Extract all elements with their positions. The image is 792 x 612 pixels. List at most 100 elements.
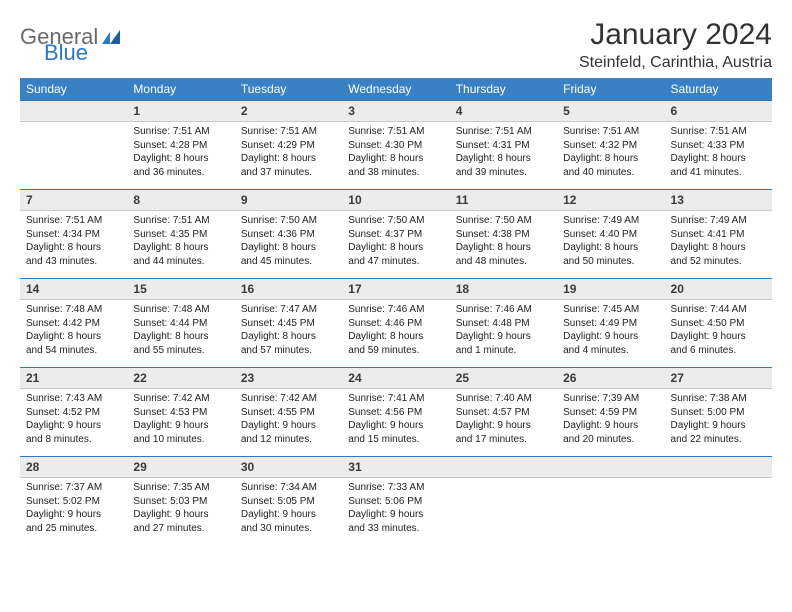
day-content-cell: Sunrise: 7:51 AM Sunset: 4:30 PM Dayligh…: [342, 122, 449, 190]
day-number-cell: 7: [20, 190, 127, 211]
day-number-cell: 24: [342, 368, 449, 389]
day-number: 3: [342, 101, 449, 121]
day-number-cell: 23: [235, 368, 342, 389]
day-content-row: Sunrise: 7:37 AM Sunset: 5:02 PM Dayligh…: [20, 478, 772, 546]
day-number-cell: 25: [450, 368, 557, 389]
day-number-cell: 28: [20, 457, 127, 478]
day-content-cell: Sunrise: 7:37 AM Sunset: 5:02 PM Dayligh…: [20, 478, 127, 546]
day-content-cell: Sunrise: 7:42 AM Sunset: 4:55 PM Dayligh…: [235, 389, 342, 457]
weekday-header: Tuesday: [235, 78, 342, 101]
day-number: 11: [450, 190, 557, 210]
day-content-cell: Sunrise: 7:51 AM Sunset: 4:34 PM Dayligh…: [20, 211, 127, 279]
day-content-cell: Sunrise: 7:51 AM Sunset: 4:32 PM Dayligh…: [557, 122, 664, 190]
day-content-row: Sunrise: 7:51 AM Sunset: 4:34 PM Dayligh…: [20, 211, 772, 279]
day-number-cell: 3: [342, 101, 449, 122]
calendar-table: Sunday Monday Tuesday Wednesday Thursday…: [20, 78, 772, 545]
location-subtitle: Steinfeld, Carinthia, Austria: [579, 54, 772, 72]
day-content-cell: Sunrise: 7:40 AM Sunset: 4:57 PM Dayligh…: [450, 389, 557, 457]
title-block: January 2024 Steinfeld, Carinthia, Austr…: [579, 18, 772, 72]
day-number: 5: [557, 101, 664, 121]
day-content-cell: Sunrise: 7:44 AM Sunset: 4:50 PM Dayligh…: [665, 300, 772, 368]
day-number-cell: 14: [20, 279, 127, 300]
day-number: 28: [20, 457, 127, 477]
day-number: 23: [235, 368, 342, 388]
day-number: 27: [665, 368, 772, 388]
day-number: 12: [557, 190, 664, 210]
day-number: 24: [342, 368, 449, 388]
day-content-cell: Sunrise: 7:50 AM Sunset: 4:38 PM Dayligh…: [450, 211, 557, 279]
day-number: 13: [665, 190, 772, 210]
day-number-row: .123456: [20, 101, 772, 122]
day-number: 22: [127, 368, 234, 388]
day-number-cell: 9: [235, 190, 342, 211]
day-number-cell: .: [665, 457, 772, 478]
day-content-row: Sunrise: 7:51 AM Sunset: 4:28 PM Dayligh…: [20, 122, 772, 190]
month-title: January 2024: [579, 18, 772, 52]
day-number: 15: [127, 279, 234, 299]
day-content-cell: Sunrise: 7:51 AM Sunset: 4:33 PM Dayligh…: [665, 122, 772, 190]
day-number: 1: [127, 101, 234, 121]
day-number-cell: 17: [342, 279, 449, 300]
day-number-cell: .: [20, 101, 127, 122]
day-number: 2: [235, 101, 342, 121]
day-content-cell: Sunrise: 7:48 AM Sunset: 4:42 PM Dayligh…: [20, 300, 127, 368]
day-number-cell: 18: [450, 279, 557, 300]
day-number: 21: [20, 368, 127, 388]
day-content-cell: Sunrise: 7:41 AM Sunset: 4:56 PM Dayligh…: [342, 389, 449, 457]
day-content-cell: Sunrise: 7:35 AM Sunset: 5:03 PM Dayligh…: [127, 478, 234, 546]
day-number: 7: [20, 190, 127, 210]
day-content-row: Sunrise: 7:48 AM Sunset: 4:42 PM Dayligh…: [20, 300, 772, 368]
day-content-cell: [557, 478, 664, 546]
day-number-cell: 11: [450, 190, 557, 211]
day-content-cell: Sunrise: 7:43 AM Sunset: 4:52 PM Dayligh…: [20, 389, 127, 457]
day-number-row: 14151617181920: [20, 279, 772, 300]
day-content-cell: Sunrise: 7:49 AM Sunset: 4:40 PM Dayligh…: [557, 211, 664, 279]
day-number: 16: [235, 279, 342, 299]
day-content-cell: Sunrise: 7:38 AM Sunset: 5:00 PM Dayligh…: [665, 389, 772, 457]
day-number-cell: 6: [665, 101, 772, 122]
day-number-cell: 1: [127, 101, 234, 122]
day-number: 14: [20, 279, 127, 299]
day-number: 10: [342, 190, 449, 210]
day-number-cell: 26: [557, 368, 664, 389]
day-content-cell: Sunrise: 7:45 AM Sunset: 4:49 PM Dayligh…: [557, 300, 664, 368]
day-content-cell: [450, 478, 557, 546]
day-content-cell: Sunrise: 7:51 AM Sunset: 4:31 PM Dayligh…: [450, 122, 557, 190]
logo: General Blue: [20, 18, 124, 50]
day-number-cell: 29: [127, 457, 234, 478]
day-number-cell: 16: [235, 279, 342, 300]
day-number: 4: [450, 101, 557, 121]
day-number-cell: 22: [127, 368, 234, 389]
day-content-cell: [20, 122, 127, 190]
day-content-cell: Sunrise: 7:51 AM Sunset: 4:29 PM Dayligh…: [235, 122, 342, 190]
day-content-cell: Sunrise: 7:51 AM Sunset: 4:35 PM Dayligh…: [127, 211, 234, 279]
weekday-header: Sunday: [20, 78, 127, 101]
day-content-row: Sunrise: 7:43 AM Sunset: 4:52 PM Dayligh…: [20, 389, 772, 457]
weekday-header: Friday: [557, 78, 664, 101]
day-number-cell: .: [450, 457, 557, 478]
day-number: 8: [127, 190, 234, 210]
day-number-row: 78910111213: [20, 190, 772, 211]
day-number-cell: 8: [127, 190, 234, 211]
day-number: 17: [342, 279, 449, 299]
day-number-cell: .: [557, 457, 664, 478]
day-number: 25: [450, 368, 557, 388]
day-content-cell: Sunrise: 7:48 AM Sunset: 4:44 PM Dayligh…: [127, 300, 234, 368]
day-number-cell: 12: [557, 190, 664, 211]
day-number-cell: 2: [235, 101, 342, 122]
day-number: 29: [127, 457, 234, 477]
day-number-cell: 13: [665, 190, 772, 211]
weekday-header: Thursday: [450, 78, 557, 101]
day-content-cell: Sunrise: 7:39 AM Sunset: 4:59 PM Dayligh…: [557, 389, 664, 457]
header: General Blue January 2024 Steinfeld, Car…: [20, 18, 772, 72]
day-number-cell: 15: [127, 279, 234, 300]
day-content-cell: Sunrise: 7:33 AM Sunset: 5:06 PM Dayligh…: [342, 478, 449, 546]
day-number: 20: [665, 279, 772, 299]
day-number: 18: [450, 279, 557, 299]
weekday-header: Saturday: [665, 78, 772, 101]
weekday-header-row: Sunday Monday Tuesday Wednesday Thursday…: [20, 78, 772, 101]
day-number-cell: 20: [665, 279, 772, 300]
day-number-cell: 27: [665, 368, 772, 389]
day-content-cell: [665, 478, 772, 546]
day-number: 9: [235, 190, 342, 210]
